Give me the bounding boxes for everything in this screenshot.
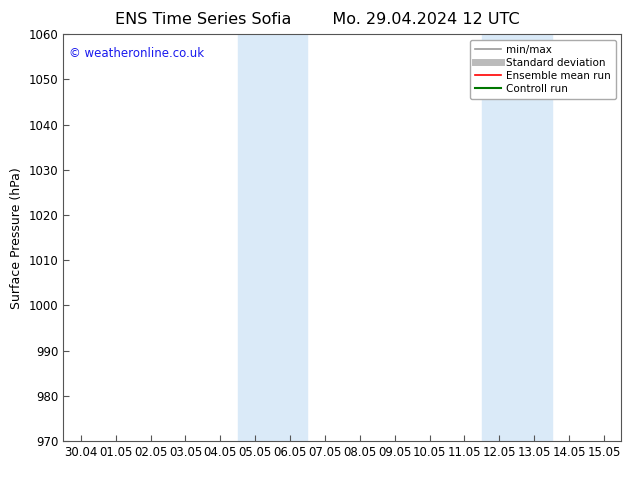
Y-axis label: Surface Pressure (hPa): Surface Pressure (hPa) xyxy=(10,167,23,309)
Bar xyxy=(238,34,307,441)
Bar xyxy=(482,34,552,441)
Text: ENS Time Series Sofia        Mo. 29.04.2024 12 UTC: ENS Time Series Sofia Mo. 29.04.2024 12 … xyxy=(115,12,519,27)
Text: © weatheronline.co.uk: © weatheronline.co.uk xyxy=(69,47,204,59)
Legend: min/max, Standard deviation, Ensemble mean run, Controll run: min/max, Standard deviation, Ensemble me… xyxy=(470,40,616,99)
